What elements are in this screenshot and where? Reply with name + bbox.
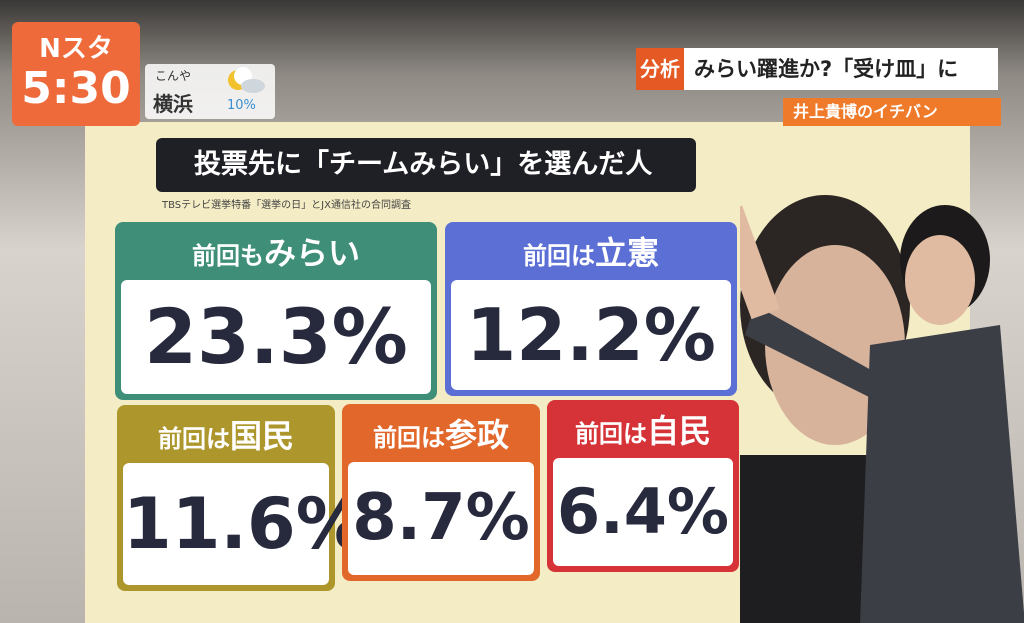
headline-tag: 分析 — [636, 48, 684, 90]
card-party: 国民 — [229, 417, 294, 455]
result-card: 前回もみらい 23.3% — [115, 222, 437, 400]
card-party: 参政 — [444, 416, 509, 454]
headline: みらい躍進か?「受け皿」に — [684, 48, 998, 90]
presenter-photo — [740, 195, 1024, 623]
card-header: 前回は立憲 — [451, 222, 731, 280]
card-value: 6.4% — [553, 458, 733, 566]
weather-city: 横浜 — [153, 92, 193, 116]
card-prefix: 前回も — [191, 242, 264, 270]
card-value: 8.7% — [348, 462, 534, 575]
weather-icon — [228, 67, 265, 93]
card-prefix: 前回は — [522, 242, 595, 270]
program-name: Nスタ — [39, 34, 113, 64]
card-value: 11.6% — [123, 463, 366, 585]
clock: 5:30 — [21, 63, 131, 114]
card-header: 前回は参政 — [348, 404, 534, 462]
corner-title: 井上貴博のイチバン — [783, 98, 1001, 126]
card-value: 12.2% — [451, 280, 731, 390]
weather-label: こんや — [155, 69, 192, 83]
weather-chance: 10% — [227, 98, 256, 113]
weather: こんや 横浜 10% — [145, 64, 275, 119]
program-logo: Nスタ 5:30 — [12, 22, 140, 126]
result-card: 前回は立憲 12.2% — [445, 222, 737, 396]
card-prefix: 前回は — [372, 424, 445, 452]
card-header: 前回は自民 — [553, 400, 733, 458]
card-prefix: 前回は — [574, 420, 647, 448]
panel-title: 投票先に「チームみらい」を選んだ人 — [156, 138, 696, 192]
card-header: 前回もみらい — [121, 222, 431, 280]
result-card: 前回は自民 6.4% — [547, 400, 739, 572]
source: TBSテレビ選挙特番「選挙の日」とJX通信社の合同調査 — [162, 200, 411, 211]
card-header: 前回は国民 — [123, 405, 329, 463]
card-party: 自民 — [646, 412, 711, 450]
card-party: 立憲 — [594, 234, 659, 272]
card-party: みらい — [263, 234, 360, 272]
card-value: 23.3% — [121, 280, 431, 394]
result-card: 前回は国民 11.6% — [117, 405, 366, 591]
card-prefix: 前回は — [157, 425, 230, 453]
result-card: 前回は参政 8.7% — [342, 404, 540, 581]
